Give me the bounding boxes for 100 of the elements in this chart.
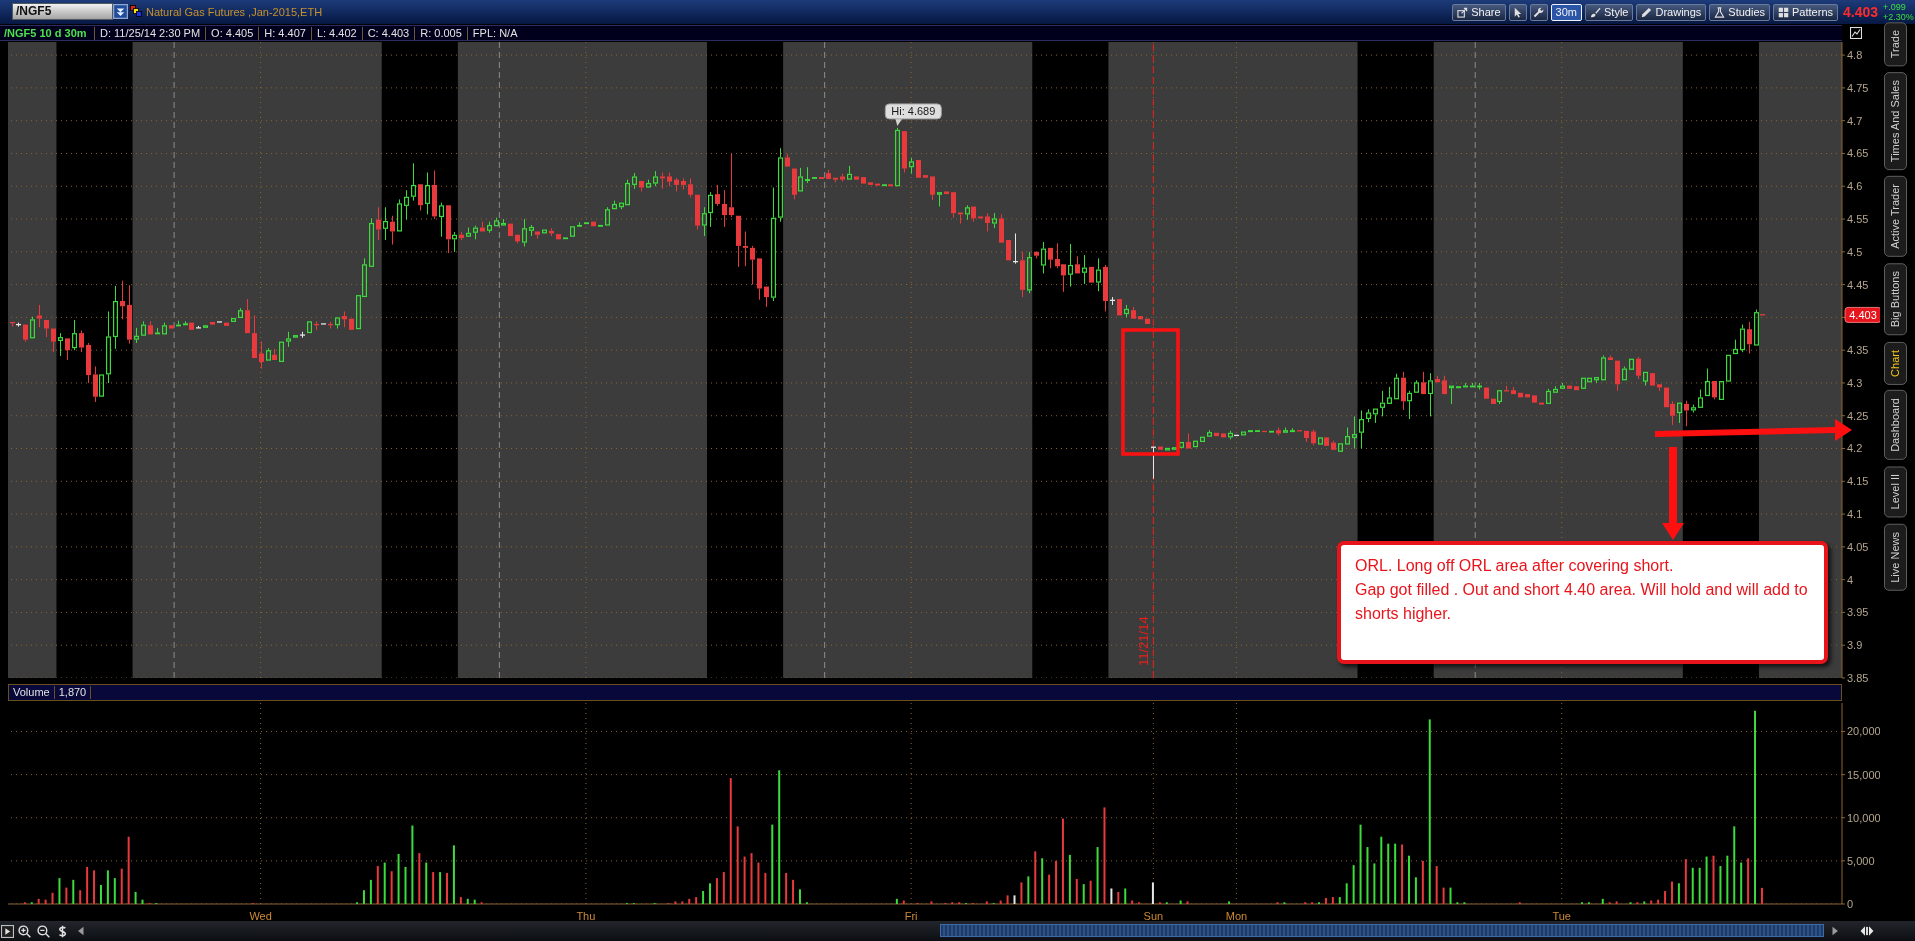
candlestick <box>605 206 610 226</box>
candlestick <box>1158 446 1163 450</box>
text: Chart <box>1884 341 1907 385</box>
text: Share <box>1471 5 1501 19</box>
bar <box>1414 877 1417 904</box>
candlestick <box>771 187 776 302</box>
candlestick <box>1338 443 1343 452</box>
candlestick <box>99 374 104 397</box>
bar <box>1352 865 1355 904</box>
bar <box>1082 884 1085 904</box>
chart-subtitle: /NGF5 10 d 30m <box>3 26 88 40</box>
candlestick <box>189 322 194 330</box>
candlestick <box>764 286 769 308</box>
candlestick <box>1373 408 1378 424</box>
candlestick <box>120 280 125 320</box>
candlestick <box>23 324 28 343</box>
text: Style <box>1604 5 1629 19</box>
bar <box>1331 897 1334 904</box>
text: R: 0.005 <box>414 26 467 40</box>
candlestick <box>702 206 707 237</box>
bar <box>51 892 54 904</box>
text: Studies <box>1728 5 1766 19</box>
candlestick <box>1428 372 1433 417</box>
candlestick <box>708 191 713 228</box>
bar <box>390 871 393 904</box>
bar <box>1110 888 1113 904</box>
candlestick <box>1435 375 1440 383</box>
text: Dashboard <box>1884 390 1907 461</box>
bar <box>702 891 705 904</box>
y-tick-label: 3.9 <box>1847 639 1863 652</box>
candlestick <box>279 341 284 362</box>
candlestick <box>383 206 388 241</box>
annotation: 4.403 <box>1849 309 1877 322</box>
candlestick <box>272 348 277 360</box>
bar <box>1712 855 1715 904</box>
candlestick <box>349 318 354 330</box>
candlestick <box>1525 394 1530 398</box>
candlestick <box>1747 321 1752 354</box>
x-tick-label: Fri <box>904 909 918 922</box>
candlestick <box>847 165 852 180</box>
bar <box>736 826 739 904</box>
candlestick <box>882 184 887 187</box>
candlestick <box>1318 437 1323 445</box>
bar <box>99 885 102 904</box>
candlestick <box>1726 354 1731 382</box>
candlestick <box>1068 243 1073 288</box>
text: O: 4.405 <box>205 26 259 40</box>
candlestick <box>861 177 866 184</box>
candlestick <box>1491 398 1496 404</box>
text: L: 4.402 <box>310 26 362 40</box>
bar <box>113 878 116 904</box>
candlestick <box>971 206 976 223</box>
candlestick <box>729 152 734 218</box>
chart-title: Volume <box>9 686 55 699</box>
candlestick <box>148 320 153 335</box>
text: 1,870 <box>54 686 92 699</box>
candlestick <box>778 147 783 223</box>
bar <box>425 862 428 904</box>
candlestick <box>1705 368 1710 397</box>
bar <box>1747 858 1750 904</box>
candlestick <box>245 298 250 334</box>
bar <box>1186 901 1189 904</box>
text: Active Trader <box>1884 176 1907 258</box>
candlestick <box>432 170 437 220</box>
bar <box>674 901 677 904</box>
bar <box>1055 860 1058 904</box>
bar <box>1124 888 1127 904</box>
text: H: 4.407 <box>258 26 311 40</box>
candlestick <box>1401 371 1406 411</box>
candlestick <box>1089 266 1094 283</box>
x-tick-label: Sun <box>1143 909 1164 922</box>
candlestick <box>736 215 741 268</box>
candlestick <box>965 204 970 221</box>
candlestick <box>1629 358 1634 370</box>
bar <box>1061 818 1064 904</box>
candlestick <box>999 213 1004 243</box>
candlestick <box>169 325 174 329</box>
candlestick <box>1636 356 1641 380</box>
candlestick <box>1421 371 1426 395</box>
candlestick <box>342 310 347 328</box>
y-tick-label: 4.05 <box>1847 540 1869 553</box>
bar <box>369 879 372 904</box>
candlestick <box>826 169 831 180</box>
text: 4.403 <box>1843 4 1879 20</box>
y-tick-label: 15,000 <box>1847 768 1881 781</box>
candlestick <box>1539 402 1544 405</box>
candlestick <box>141 320 146 336</box>
y-tick-label: 4.5 <box>1847 245 1863 258</box>
bar <box>58 878 61 904</box>
bar <box>1075 878 1078 904</box>
candlestick <box>556 234 561 240</box>
candlestick <box>293 335 298 338</box>
bar <box>1726 855 1729 904</box>
candlestick <box>1248 430 1253 433</box>
candlestick <box>397 198 402 232</box>
y-tick-label: 4.6 <box>1847 180 1863 193</box>
candlestick <box>875 183 880 186</box>
candlestick <box>854 176 859 180</box>
bar <box>1366 847 1369 904</box>
candlestick <box>570 226 575 237</box>
